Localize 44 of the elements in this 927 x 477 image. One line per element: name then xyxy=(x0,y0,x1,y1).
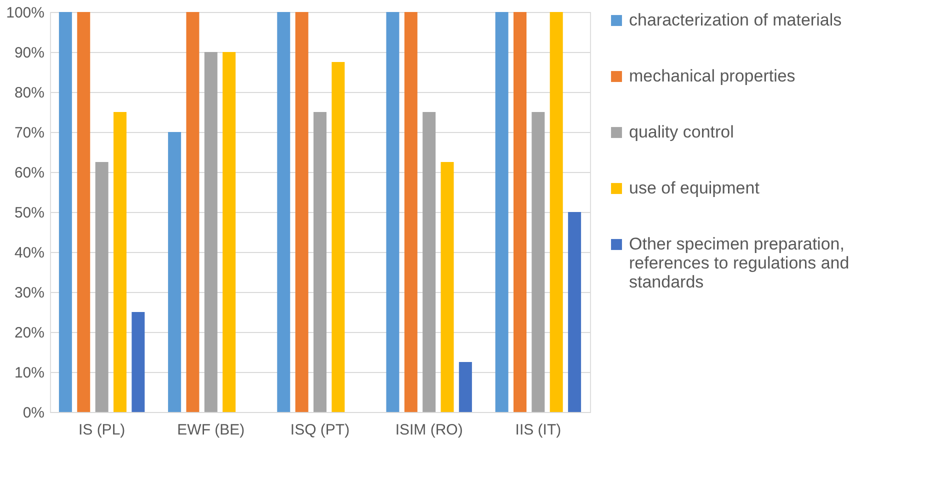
y-tick-label: 70% xyxy=(14,124,44,142)
y-tick-label: 80% xyxy=(14,84,44,102)
y-tick-label: 10% xyxy=(14,364,44,382)
bar xyxy=(168,132,182,412)
bar xyxy=(95,162,108,412)
bar xyxy=(295,12,308,412)
bar xyxy=(58,12,72,412)
x-tick-label: ISQ (PT) xyxy=(290,422,350,438)
y-tick-label: 90% xyxy=(14,44,44,62)
bar xyxy=(114,112,126,412)
legend-label: mechanical properties xyxy=(629,66,796,86)
y-tick-label: 0% xyxy=(22,404,44,422)
bar xyxy=(440,162,454,412)
legend-label: use of equipment xyxy=(629,178,760,198)
bar xyxy=(277,12,290,412)
bar xyxy=(314,112,326,412)
bar xyxy=(514,12,526,412)
y-tick-label: 40% xyxy=(14,244,44,262)
x-tick-label: EWF (BE) xyxy=(177,422,245,438)
x-tick-label: IIS (IT) xyxy=(515,422,562,438)
bar xyxy=(386,12,400,412)
bar xyxy=(186,12,200,412)
bar xyxy=(332,62,345,412)
y-tick-label: 30% xyxy=(14,284,44,302)
legend-label: characterization of materials xyxy=(629,10,842,30)
legend-label: quality control xyxy=(629,122,734,142)
x-tick-label: IS (PL) xyxy=(78,422,126,438)
bar xyxy=(422,112,436,412)
bar xyxy=(568,212,582,412)
bar xyxy=(495,12,508,412)
bar xyxy=(404,12,418,412)
x-tick-label: ISIM (RO) xyxy=(395,422,463,438)
bar xyxy=(532,112,545,412)
bar xyxy=(550,12,563,412)
bar xyxy=(458,362,472,412)
bar xyxy=(204,52,218,412)
bar xyxy=(222,52,236,412)
y-tick-label: 20% xyxy=(14,324,44,342)
y-tick-label: 100% xyxy=(6,4,44,22)
bar xyxy=(77,12,90,412)
y-tick-label: 50% xyxy=(14,204,44,222)
y-tick-label: 60% xyxy=(14,164,44,182)
legend-label: Other specimen preparation, references to regulations and standards xyxy=(629,234,850,292)
bar xyxy=(132,312,145,412)
